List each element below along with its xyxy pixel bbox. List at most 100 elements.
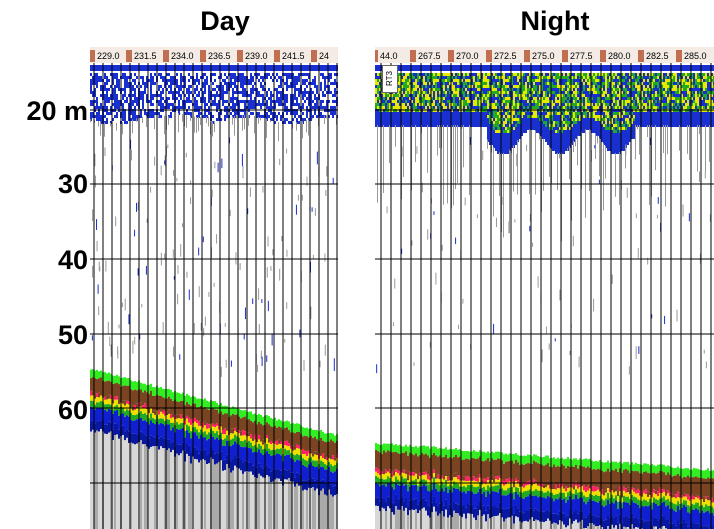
surface-echo (433, 76, 435, 79)
surface-echo (128, 118, 130, 121)
bottom-echo (328, 462, 330, 467)
surface-echo (611, 73, 613, 76)
surface-echo (449, 112, 451, 115)
surface-echo (391, 97, 393, 100)
surface-echo (152, 115, 154, 118)
surface-echo (509, 85, 511, 88)
surface-echo (322, 76, 324, 79)
surface-echo (539, 88, 541, 91)
bottom-echo (140, 402, 142, 407)
surface-echo (272, 115, 274, 118)
surface-echo (539, 127, 541, 130)
bottom-echo (112, 429, 114, 441)
bottom-echo (216, 409, 218, 424)
scatter-trail (236, 115, 237, 119)
surface-echo (447, 115, 449, 118)
bottom-echo (116, 396, 118, 400)
bottom-shadow (124, 440, 126, 529)
surface-echo (419, 91, 421, 94)
surface-echo (585, 91, 587, 94)
surface-echo (110, 85, 112, 88)
bottom-shadow (128, 442, 130, 529)
surface-echo (499, 133, 501, 136)
bottom-echo (152, 418, 154, 423)
surface-echo (525, 118, 527, 121)
bottom-echo (302, 427, 304, 437)
surface-echo (581, 82, 583, 85)
scatter-trail (577, 135, 578, 166)
surface-echo (609, 103, 611, 106)
surface-echo (170, 91, 172, 94)
bottom-echo (118, 408, 120, 416)
bottom-echo (276, 427, 278, 441)
surface-echo (451, 112, 453, 115)
surface-echo (286, 85, 288, 88)
surface-echo (180, 94, 182, 97)
bottom-shadow (298, 485, 300, 529)
surface-echo (310, 88, 312, 91)
surface-echo (485, 115, 487, 118)
depth-label-30: 30 (57, 169, 88, 199)
tick-marker (274, 50, 280, 62)
surface-echo (405, 88, 407, 91)
surface-echo (449, 121, 451, 124)
bottom-echo (306, 460, 308, 468)
bottom-echo (182, 392, 184, 401)
surface-echo (547, 103, 549, 106)
surface-echo (505, 115, 507, 118)
bottom-shadow (306, 490, 308, 529)
scatter-trail (158, 115, 159, 118)
surface-echo (589, 85, 591, 88)
surface-echo (533, 124, 535, 127)
surface-echo (128, 115, 130, 118)
surface-echo (437, 121, 439, 124)
surface-echo (573, 88, 575, 91)
surface-echo (435, 79, 437, 82)
surface-echo (439, 106, 441, 109)
surface-echo (527, 112, 529, 115)
surface-echo (607, 103, 609, 106)
surface-echo (509, 148, 511, 151)
surface-echo (521, 112, 523, 115)
surface-echo (545, 112, 547, 115)
surface-echo (525, 73, 527, 76)
surface-echo (543, 76, 545, 79)
surface-echo (495, 130, 497, 133)
bottom-echo (222, 414, 224, 430)
bottom-echo (216, 423, 218, 426)
bottom-echo (320, 455, 322, 461)
surface-echo (124, 85, 126, 88)
surface-echo (601, 79, 603, 82)
surface-echo (567, 73, 569, 76)
tick-label: 241.5 (282, 51, 305, 61)
surface-echo (256, 112, 258, 115)
surface-echo (505, 73, 507, 76)
surface-echo (601, 139, 603, 142)
surface-echo (473, 79, 475, 82)
surface-echo (595, 91, 597, 94)
surface-echo (549, 118, 551, 121)
surface-echo (589, 97, 591, 100)
surface-echo (128, 94, 130, 97)
surface-echo (294, 97, 296, 100)
bottom-echo (254, 413, 256, 421)
surface-echo (216, 103, 218, 106)
bottom-echo (186, 443, 188, 454)
surface-echo (611, 124, 613, 127)
surface-echo (501, 139, 503, 142)
surface-echo (292, 118, 294, 121)
surface-echo (617, 112, 619, 115)
surface-echo (296, 88, 298, 91)
bottom-echo (112, 375, 114, 384)
surface-echo (541, 127, 543, 130)
surface-echo (441, 106, 443, 109)
surface-echo (166, 100, 168, 103)
surface-echo (541, 121, 543, 124)
surface-echo (613, 148, 615, 151)
surface-echo (196, 85, 198, 88)
surface-echo (419, 103, 421, 106)
surface-echo (551, 121, 553, 124)
surface-echo (104, 100, 106, 103)
surface-echo (499, 115, 501, 118)
surface-echo (587, 118, 589, 121)
